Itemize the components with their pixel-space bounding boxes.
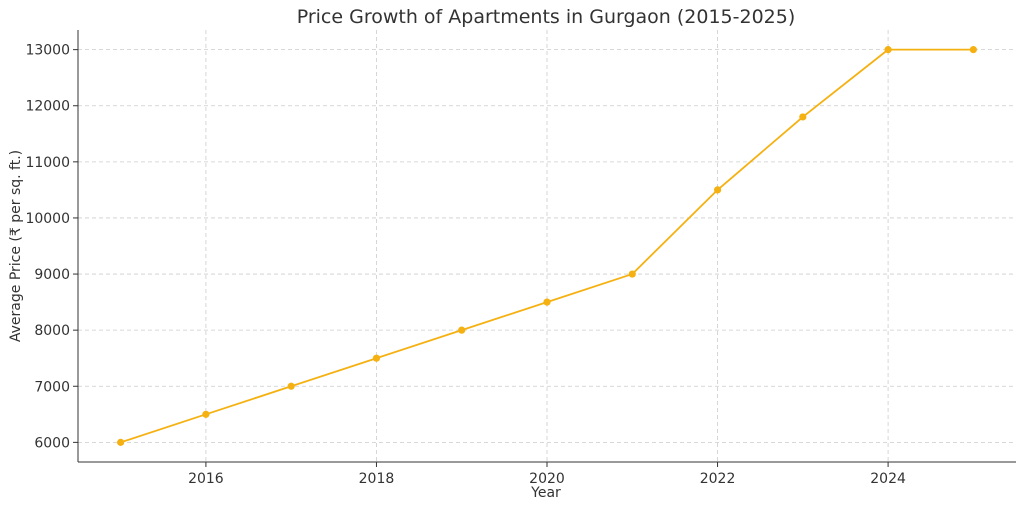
data-point-2023 <box>799 113 807 121</box>
y-tick-labels: 6000 7000 8000 9000 10000 11000 12000 13000 <box>25 43 70 452</box>
data-point-2022 <box>713 186 722 194</box>
y-tick-label-9000: 9000 <box>34 267 70 283</box>
data-points <box>117 46 977 446</box>
data-point-2020 <box>543 298 551 306</box>
y-tick-label-7000: 7000 <box>34 379 70 395</box>
axes <box>73 30 1016 467</box>
y-tick-label-8000: 8000 <box>34 323 70 339</box>
data-point-2019 <box>458 326 466 334</box>
data-point-2017 <box>287 382 295 390</box>
x-tick-label-2016: 2016 <box>188 471 224 487</box>
x-tick-label-2024: 2024 <box>870 471 906 487</box>
y-tick-label-13000: 13000 <box>25 43 70 59</box>
y-tick-label-10000: 10000 <box>25 211 70 227</box>
data-point-2024 <box>884 46 892 54</box>
grid <box>78 30 1016 462</box>
x-tick-labels: 2016 2018 2020 2022 2024 <box>188 471 906 487</box>
y-tick-label-11000: 11000 <box>25 155 70 171</box>
y-tick-label-6000: 6000 <box>34 435 70 451</box>
x-axis-label: Year <box>530 485 561 501</box>
data-point-2016 <box>202 410 210 418</box>
chart-title: Price Growth of Apartments in Gurgaon (2… <box>297 6 796 28</box>
data-point-2021 <box>628 270 636 278</box>
y-axis-label: Average Price (₹ per sq. ft.) <box>8 150 24 342</box>
data-point-2018 <box>372 354 381 362</box>
x-tick-label-2020: 2020 <box>529 471 565 487</box>
x-tick-label-2018: 2018 <box>359 471 395 487</box>
y-tick-label-12000: 12000 <box>25 99 70 115</box>
data-point-2015 <box>117 438 125 446</box>
data-point-2025 <box>969 46 977 54</box>
x-tick-label-2022: 2022 <box>700 471 736 487</box>
